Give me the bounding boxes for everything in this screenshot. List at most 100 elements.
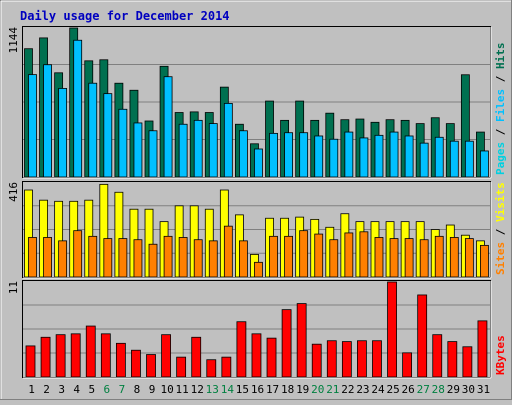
bar-kbytes xyxy=(251,333,262,378)
bar-files xyxy=(404,135,414,178)
bar-kbytes xyxy=(266,337,277,378)
day-label: 23 xyxy=(356,383,369,396)
legend-visits-sites: Sites / Visits xyxy=(494,182,507,275)
legend-entry-files: Files xyxy=(494,89,507,122)
bar-kbytes xyxy=(326,340,337,378)
bar-kbytes xyxy=(341,341,352,378)
bar-kbytes xyxy=(477,320,488,378)
bar-kbytes xyxy=(146,354,156,378)
bar-files xyxy=(449,140,459,178)
bar-sites xyxy=(133,239,143,278)
bar-kbytes xyxy=(432,334,443,378)
bar-files xyxy=(374,134,384,178)
bar-sites xyxy=(299,230,309,278)
bar-files xyxy=(28,74,37,178)
bar-sites xyxy=(449,237,459,278)
bar-sites xyxy=(314,233,324,278)
panel-visits-sites: 416 Sites / Visits xyxy=(7,181,507,279)
day-label: 28 xyxy=(432,383,445,396)
bar-sites xyxy=(208,240,218,278)
bar-files xyxy=(163,76,173,178)
bar-files xyxy=(344,131,354,178)
legend-kbytes: KBytes xyxy=(494,335,507,375)
bar-sites xyxy=(43,237,52,278)
y-max-label: 1144 xyxy=(7,27,20,54)
bar-files xyxy=(359,137,369,178)
bar-files xyxy=(208,123,218,178)
bar-files xyxy=(269,132,278,178)
day-label: 11 xyxy=(176,383,189,396)
bar-kbytes xyxy=(296,303,307,378)
bar-files xyxy=(254,148,263,178)
bar-sites xyxy=(239,240,248,278)
legend-hits-files-pages: Pages / Files / Hits xyxy=(494,43,507,176)
legend-separator: / xyxy=(494,222,507,242)
bar-files xyxy=(193,119,203,178)
bar-kbytes xyxy=(357,340,367,378)
bar-files xyxy=(73,39,83,178)
day-label: 19 xyxy=(296,383,309,396)
bar-files xyxy=(58,88,68,178)
bar-kbytes xyxy=(462,346,473,378)
bar-kbytes xyxy=(311,343,322,378)
bar-kbytes xyxy=(447,341,458,378)
bar-kbytes xyxy=(206,359,217,378)
bar-sites xyxy=(374,237,384,278)
day-label: 24 xyxy=(371,383,385,396)
bar-sites xyxy=(178,237,188,278)
bar-kbytes xyxy=(387,281,397,378)
y-max-label: 416 xyxy=(7,182,20,202)
bar-files xyxy=(118,108,128,178)
bar-kbytes xyxy=(191,336,202,378)
bar-sites xyxy=(118,238,128,278)
bar-files xyxy=(314,135,324,178)
bar-kbytes xyxy=(176,356,187,378)
legend-entry-hits: Hits xyxy=(494,43,507,70)
bar-sites xyxy=(28,237,37,278)
bar-files xyxy=(419,142,429,178)
bar-sites xyxy=(480,244,489,278)
bar-sites xyxy=(404,238,414,278)
bar-files xyxy=(178,123,188,178)
bar-kbytes xyxy=(161,334,171,378)
bar-sites xyxy=(88,235,98,278)
bar-kbytes xyxy=(221,356,232,378)
bar-files xyxy=(43,64,52,178)
day-label: 1 xyxy=(28,383,35,396)
bar-files xyxy=(103,93,113,178)
day-label: 16 xyxy=(251,383,264,396)
legend-entry-visits: Visits xyxy=(494,182,507,222)
bar-kbytes xyxy=(372,340,382,378)
legend-separator: / xyxy=(494,69,507,89)
day-label: 14 xyxy=(221,383,235,396)
day-label: 31 xyxy=(477,383,490,396)
day-label: 9 xyxy=(149,383,156,396)
day-label: 22 xyxy=(341,383,354,396)
bar-kbytes xyxy=(402,352,413,378)
day-label: 21 xyxy=(326,383,339,396)
bar-kbytes xyxy=(131,349,141,378)
legend-entry-sites: Sites xyxy=(494,242,507,275)
bar-kbytes xyxy=(115,342,126,378)
bar-files xyxy=(239,130,248,178)
bar-sites xyxy=(284,235,293,278)
bar-sites xyxy=(434,235,444,278)
bar-sites xyxy=(103,238,113,278)
day-axis-labels: 1 2 3 4 5 6 7 8 9 10 11 12 13 14 15 16 17 18 19 20 21 22 23 24 2… xyxy=(28,383,490,396)
day-label: 3 xyxy=(58,383,65,396)
day-label: 25 xyxy=(386,383,399,396)
day-label: 15 xyxy=(236,383,249,396)
bar-files xyxy=(133,122,143,178)
day-label: 27 xyxy=(417,383,430,396)
bar-kbytes xyxy=(236,321,247,378)
day-label: 5 xyxy=(88,383,95,396)
bar-sites xyxy=(193,239,203,278)
bar-sites xyxy=(223,225,233,278)
bar-kbytes xyxy=(25,345,36,378)
day-label: 7 xyxy=(119,383,126,396)
bar-sites xyxy=(148,243,158,278)
day-label: 4 xyxy=(73,383,80,396)
legend-entry-kbytes: KBytes xyxy=(494,335,507,375)
day-label: 8 xyxy=(134,383,141,396)
